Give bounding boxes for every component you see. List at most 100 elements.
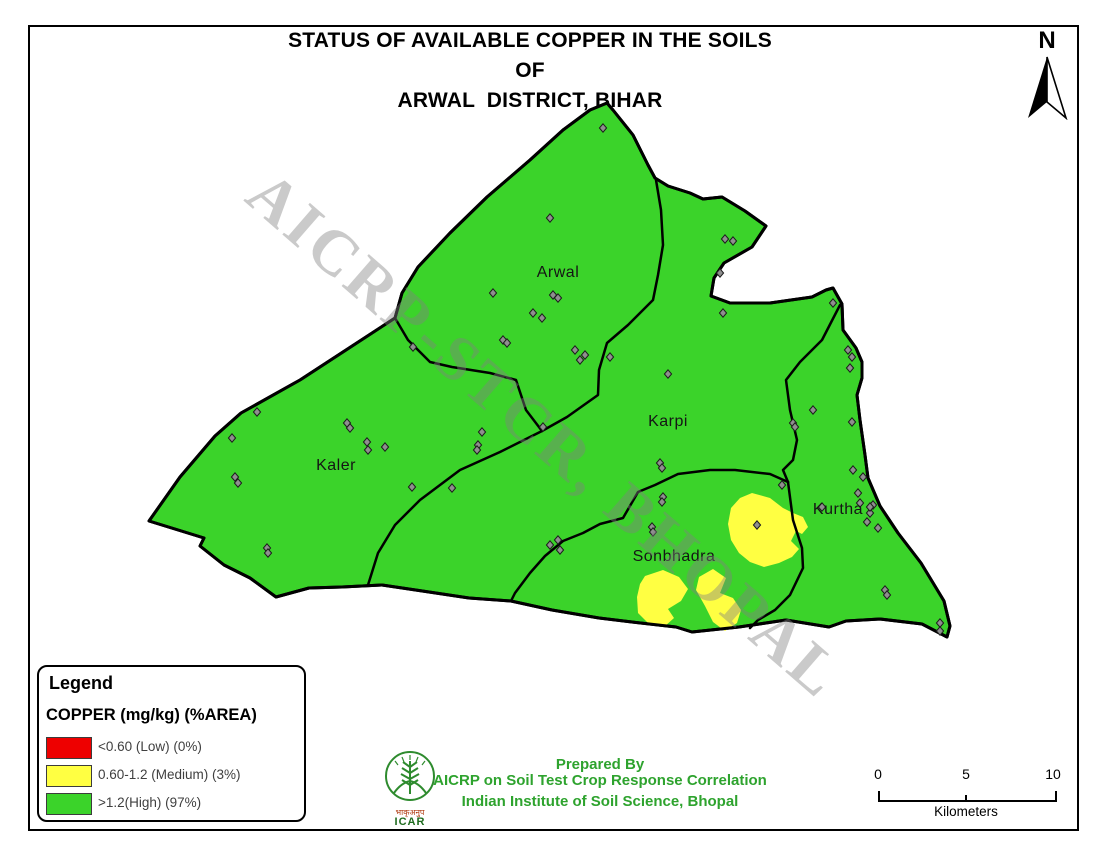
soil-sample-point [790, 422, 800, 432]
soil-sample-point [873, 523, 883, 533]
scale-label-0: 0 [874, 766, 882, 782]
soil-sample-point [528, 308, 538, 318]
legend-subtitle: COPPER (mg/kg) (%AREA) [46, 706, 257, 724]
medium-copper-zone-sonbhadra-south-west [637, 570, 688, 627]
soil-sample-point [263, 548, 273, 558]
icar-logo: भाकृअनुप ICAR [378, 749, 442, 828]
block-boundary-karpi-sonbhadra [509, 468, 790, 603]
soil-sample-point [252, 407, 262, 417]
soil-sample-point [233, 478, 243, 488]
soil-sample-point [538, 422, 548, 432]
block-label-karpi: Karpi [648, 413, 688, 430]
medium-copper-zone-sonbhadra-east [728, 493, 808, 567]
scale-unit-label: Kilometers [934, 804, 998, 819]
soil-sample-point [648, 527, 658, 537]
soil-sample-point [858, 472, 868, 482]
soil-sample-point [718, 308, 728, 318]
soil-sample-point [537, 313, 547, 323]
soil-sample-point [580, 350, 590, 360]
soil-sample-point [808, 405, 818, 415]
soil-sample-point [345, 423, 355, 433]
soil-sample-point [855, 498, 865, 508]
soil-sample-point [657, 497, 667, 507]
soil-sample-point [545, 213, 555, 223]
scale-label-5: 5 [962, 766, 970, 782]
soil-sample-point [817, 502, 827, 512]
scale-bar: 0 5 10 Kilometers [860, 766, 1070, 820]
soil-sample-point [570, 345, 580, 355]
soil-sample-point [553, 293, 563, 303]
credits-line-1: Prepared By [555, 756, 645, 773]
soil-sample-point [843, 345, 853, 355]
soil-sample-point [477, 427, 487, 437]
soil-sample-point [853, 488, 863, 498]
soil-sample-point [862, 517, 872, 527]
soil-sample-point [715, 268, 725, 278]
soil-sample-point [472, 445, 482, 455]
soil-sample-point [598, 123, 608, 133]
legend-box: Legend COPPER (mg/kg) (%AREA) <0.60 (Low… [37, 665, 306, 822]
legend-label-low: <0.60 (Low) (0%) [98, 739, 202, 754]
soil-sample-point [605, 352, 615, 362]
soil-sample-point [408, 342, 418, 352]
soil-sample-point [575, 355, 585, 365]
credits-block: Prepared By AICRP on Soil Test Crop Resp… [430, 757, 770, 810]
soil-sample-point [777, 480, 787, 490]
block-label-kurtha: Kurtha [813, 501, 863, 518]
page-title: STATUS OF AVAILABLE COPPER IN THE SOILS … [285, 26, 775, 116]
scale-bar-mid-tick [965, 795, 967, 800]
soil-sample-point [663, 369, 673, 379]
soil-sample-point [882, 590, 892, 600]
legend-label-high: >1.2(High) (97%) [98, 795, 202, 810]
sheet-border [28, 25, 1079, 831]
soil-sample-point [865, 508, 875, 518]
north-arrow-icon [1028, 56, 1068, 120]
soil-sample-point [227, 433, 237, 443]
soil-sample-point [502, 338, 512, 348]
legend-swatch-low [46, 737, 92, 759]
scale-bar-line [878, 791, 1057, 802]
title-line-2: ARWAL DISTRICT, BIHAR [397, 89, 663, 112]
scale-label-10: 10 [1045, 766, 1061, 782]
block-label-sonbhadra: Sonbhadra [633, 548, 716, 565]
north-arrow: N [1022, 28, 1072, 120]
soil-sample-point [847, 417, 857, 427]
soil-sample-point [488, 288, 498, 298]
soil-sample-point [407, 482, 417, 492]
legend-heading: Legend [49, 673, 114, 693]
soil-sample-point [828, 298, 838, 308]
soil-sample-point [720, 234, 730, 244]
block-label-kaler: Kaler [316, 457, 356, 474]
block-boundary-karpi-kurtha [781, 303, 842, 484]
legend-swatch-medium [46, 765, 92, 787]
district-outline [147, 101, 952, 639]
district-outline-stroke [147, 101, 952, 639]
soil-sample-point [545, 540, 555, 550]
soil-sample-point [865, 502, 875, 512]
soil-sample-point [230, 472, 240, 482]
soil-sample-point [935, 626, 945, 636]
icar-logo-icon [385, 751, 435, 801]
credits-line-3: Indian Institute of Soil Science, Bhopal [461, 793, 739, 810]
credits-line-2: AICRP on Soil Test Crop Response Correla… [433, 772, 767, 789]
legend-label-medium: 0.60-1.2 (Medium) (3%) [98, 767, 241, 782]
soil-sample-point [752, 520, 762, 530]
soil-sample-point [380, 442, 390, 452]
soil-sample-point [848, 465, 858, 475]
soil-sample-point [845, 363, 855, 373]
soil-sample-point [657, 463, 667, 473]
soil-sample-point [363, 445, 373, 455]
north-label: N [1038, 27, 1056, 54]
block-boundary-kaler-karpi [366, 429, 544, 587]
soil-sample-point [555, 545, 565, 555]
icar-hindi-label: भाकृअनुप [395, 808, 425, 817]
soil-sample-point [553, 535, 563, 545]
soil-sample-point [847, 352, 857, 362]
title-line-1: STATUS OF AVAILABLE COPPER IN THE SOILS … [288, 29, 772, 82]
medium-copper-zone-sonbhadra-south [696, 569, 741, 631]
legend-swatch-high [46, 793, 92, 815]
block-boundary-arwal-karpi [540, 178, 665, 433]
block-label-arwal: Arwal [537, 264, 580, 281]
